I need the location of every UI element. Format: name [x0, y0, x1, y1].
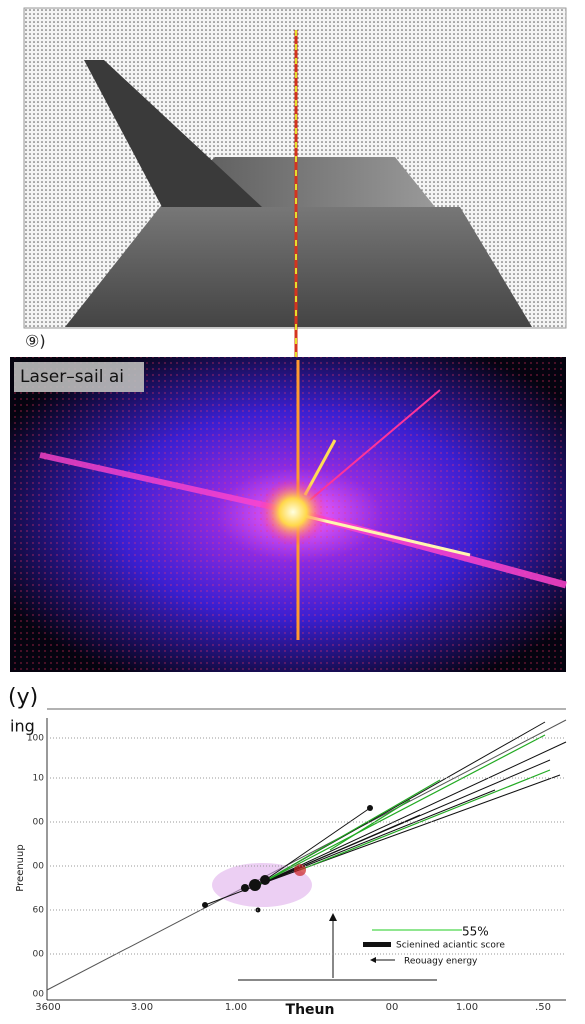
panel-a: ⑨) [23, 7, 567, 360]
x-tick-label: 3600 [35, 1002, 60, 1013]
legend-label: Scienined aciantic score [396, 941, 505, 951]
panel-label: (y) [8, 685, 38, 710]
platform [65, 207, 532, 327]
y-tick-label: 00 [33, 818, 45, 828]
y-axis-title: Preenuup [15, 844, 26, 891]
trend-line [46, 719, 567, 991]
panel-c: (y) ing 55% Scienined aciantic score [8, 685, 567, 1018]
wedge [84, 60, 262, 207]
legend-arrow [370, 957, 376, 963]
y-tick-label: 00 [33, 990, 45, 1000]
y-tick-label: 60 [33, 906, 45, 916]
point [294, 864, 306, 876]
beam [39, 452, 296, 515]
ray-bundle-green [257, 734, 551, 886]
core [259, 478, 327, 546]
beam [299, 513, 471, 557]
beam [309, 389, 441, 501]
panel-label: ⑨) [25, 332, 46, 351]
legend-label: Reouagy energy [404, 957, 478, 967]
legend-swatch [363, 942, 391, 947]
x-tick-label: .50 [535, 1002, 551, 1013]
x-tick-label: 00 [386, 1002, 399, 1013]
legend-label: 55% [462, 925, 489, 939]
y-tick-label: 00 [33, 862, 45, 872]
x-tick-label: 3.00 [131, 1002, 153, 1013]
label-box [14, 362, 144, 392]
x-axis-title: Theun [286, 1002, 335, 1018]
arrowhead [329, 913, 337, 921]
points [202, 805, 373, 913]
y-tick-label: 10 [33, 774, 45, 784]
panel-sublabel: ing [10, 717, 35, 736]
y-tick-label: 100 [27, 734, 44, 744]
y-tick-label: 00 [33, 950, 45, 960]
x-tick-label: 1.00 [456, 1002, 478, 1013]
panel-b: Laser–sail ai [10, 357, 567, 672]
x-tick-label: 1.00 [225, 1002, 247, 1013]
panel-label: Laser–sail ai [20, 367, 124, 387]
